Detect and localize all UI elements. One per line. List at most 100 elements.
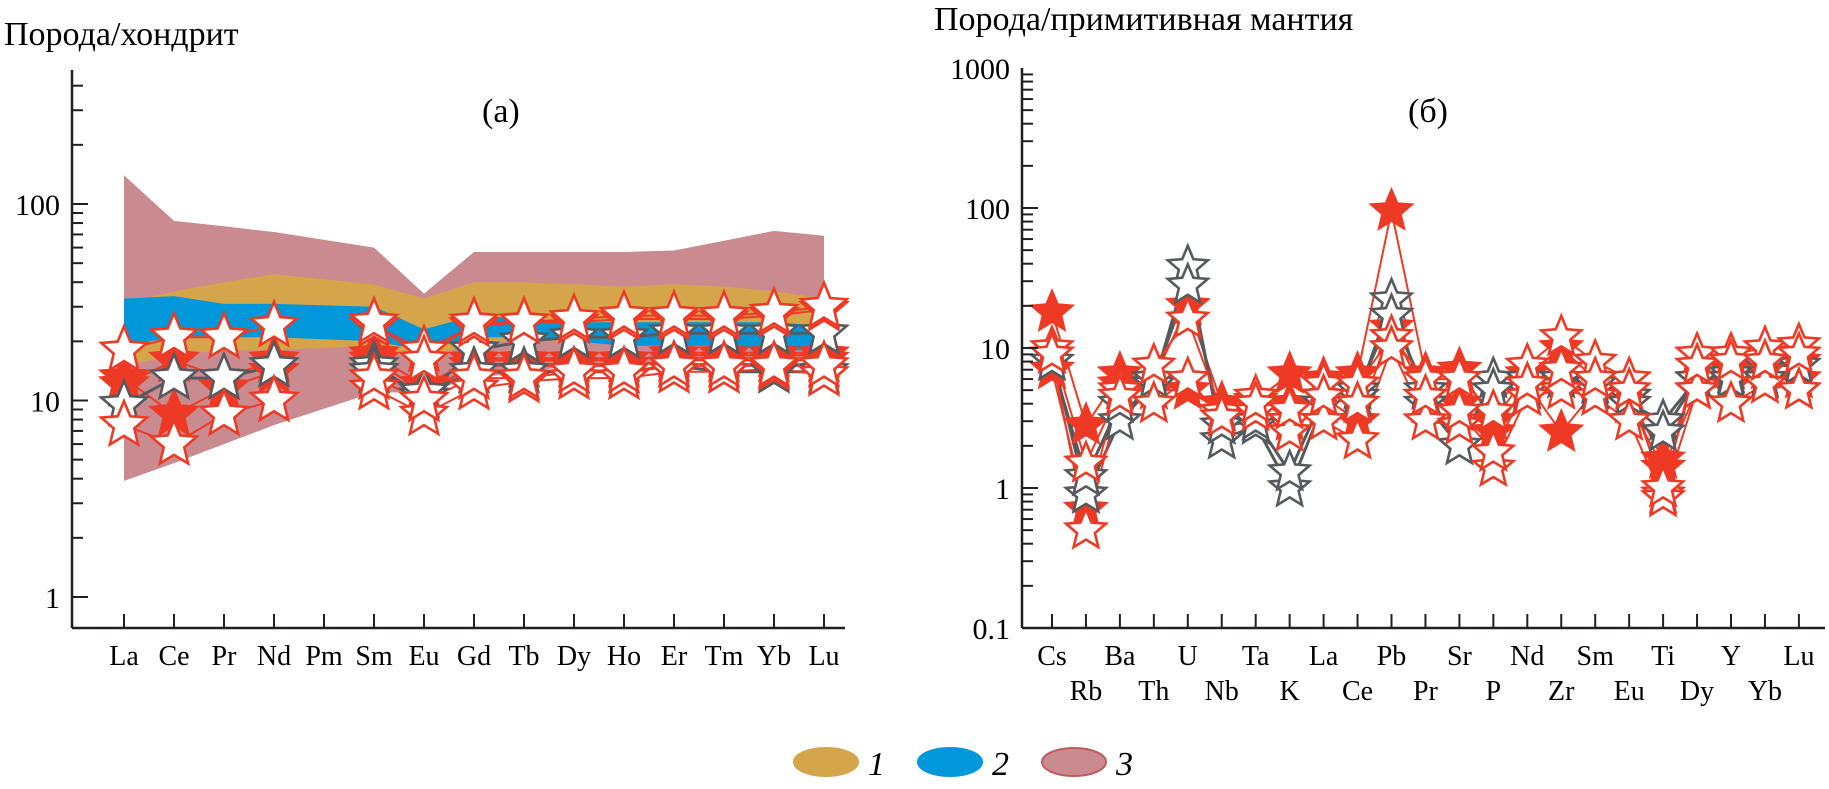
y-tick-label: 1000 (950, 53, 1010, 86)
legend-label-3: 3 (1115, 746, 1133, 783)
y-tick-labels-b: 0.1 1 10 100 1000 (950, 53, 1010, 646)
data-point-star (197, 309, 251, 360)
x-tick-label: Cs (1037, 641, 1067, 672)
x-tick-label: Pm (305, 641, 343, 672)
data-point-star (1096, 396, 1144, 441)
data-point-star (1198, 392, 1245, 438)
y-tick-labels-a: 1 10 100 (15, 189, 60, 615)
data-point-star (347, 350, 401, 401)
x-tick-label: Yb (757, 641, 791, 672)
x-tick-label: Nd (257, 641, 291, 672)
data-point-star (497, 350, 551, 401)
data-point-star (547, 291, 601, 342)
data-point-star (1673, 365, 1721, 410)
data-point-star (1028, 287, 1076, 333)
data-point-star (1130, 379, 1178, 424)
data-point-star (447, 350, 501, 401)
data-point-star (397, 373, 451, 423)
data-point-star (1571, 372, 1619, 417)
data-point-star (1334, 415, 1381, 460)
x-tick-label: P (1486, 676, 1502, 707)
y-tick-label: 10 (980, 333, 1010, 366)
x-tick-label: Sr (1447, 641, 1473, 672)
data-point-star (1436, 401, 1483, 446)
x-tick-label: Ta (1242, 641, 1270, 672)
data-point-star (1368, 323, 1415, 368)
data-point-star (747, 285, 801, 335)
legend-swatch-3 (1041, 747, 1107, 777)
data-point-star (1707, 379, 1755, 424)
data-point-star (1334, 379, 1381, 424)
data-point-star (1571, 354, 1619, 399)
data-point-star (1096, 372, 1144, 417)
y-tick-label: 10 (30, 386, 60, 419)
data-point-star (647, 288, 701, 338)
axes-b (1020, 68, 1825, 630)
series-markers-a (97, 279, 851, 467)
data-point-star (1300, 396, 1347, 441)
data-point-star (797, 279, 851, 329)
x-tick-label: K (1280, 676, 1300, 707)
data-point-star (1062, 505, 1110, 550)
x-tick-label: Gd (457, 641, 491, 672)
data-point-star (1368, 186, 1415, 231)
x-tick-label: Ti (1651, 641, 1675, 672)
legend-label-1: 1 (868, 746, 885, 783)
data-point-star (1470, 443, 1517, 488)
data-point-star (1775, 330, 1823, 375)
data-point-star (1741, 359, 1789, 405)
data-point-star (1538, 345, 1585, 390)
x-tick-label: Y (1721, 641, 1741, 672)
data-point-star (147, 350, 201, 401)
data-point-star (147, 416, 201, 467)
x-tick-label: Ho (607, 641, 641, 672)
series-line-open-gray-1 (123, 331, 824, 407)
data-point-star (1605, 365, 1653, 410)
series-line-open-red-2 (373, 305, 825, 362)
y-tick-label: 100 (15, 189, 60, 222)
x-tick-label: Nb (1205, 676, 1239, 707)
data-point-star (1436, 421, 1483, 466)
chart-panel-a: Порода/хондрит (a) 1 10 100 La Ce Pr Nd Pm Sm Eu… (4, 16, 851, 672)
panel-label-b: (б) (1408, 93, 1448, 130)
data-point-star (1164, 354, 1212, 399)
data-point-star (747, 338, 801, 389)
legend-label-2: 2 (992, 746, 1009, 783)
x-tick-label: Dy (557, 641, 591, 672)
data-point-star (1266, 385, 1313, 430)
y-tick-label: 1 (45, 582, 60, 615)
x-tick-label: Er (661, 641, 688, 672)
x-tick-label: Lu (1783, 641, 1814, 672)
x-tick-label: Tb (508, 641, 539, 672)
data-point-star (97, 397, 151, 448)
data-point-star (1300, 372, 1347, 417)
x-tick-label: Yb (1748, 676, 1782, 707)
data-point-star (697, 288, 751, 338)
data-point-star (1639, 463, 1687, 508)
y-axis-title-b: Порода/примитивная мантия (934, 1, 1354, 38)
data-point-star (1741, 337, 1789, 382)
data-point-star (1402, 372, 1449, 417)
x-tick-label: Rb (1070, 676, 1103, 707)
x-tick-label: La (1309, 641, 1339, 672)
x-tick-label: Ce (1342, 676, 1373, 707)
x-tick-label: Ce (158, 641, 189, 672)
legend-swatch-1 (793, 747, 859, 777)
data-point-star (1062, 452, 1110, 497)
panel-label-a: (a) (482, 93, 520, 130)
x-tick-label: Eu (408, 641, 439, 672)
x-tick-label: Pr (1413, 676, 1439, 707)
data-point-star (397, 332, 451, 383)
legend: 1 2 3 (793, 746, 1133, 783)
series-line-open-red-4 (373, 364, 824, 402)
data-point-star (1538, 407, 1585, 453)
data-point-star (547, 344, 601, 394)
data-point-star (1062, 438, 1110, 484)
x-tick-label: Sm (355, 641, 393, 672)
series-line-open-red-1 (123, 308, 825, 352)
data-point-star (1504, 359, 1551, 405)
data-point-star (197, 387, 251, 437)
data-point-star (1639, 407, 1687, 453)
data-point-star (1164, 261, 1212, 306)
